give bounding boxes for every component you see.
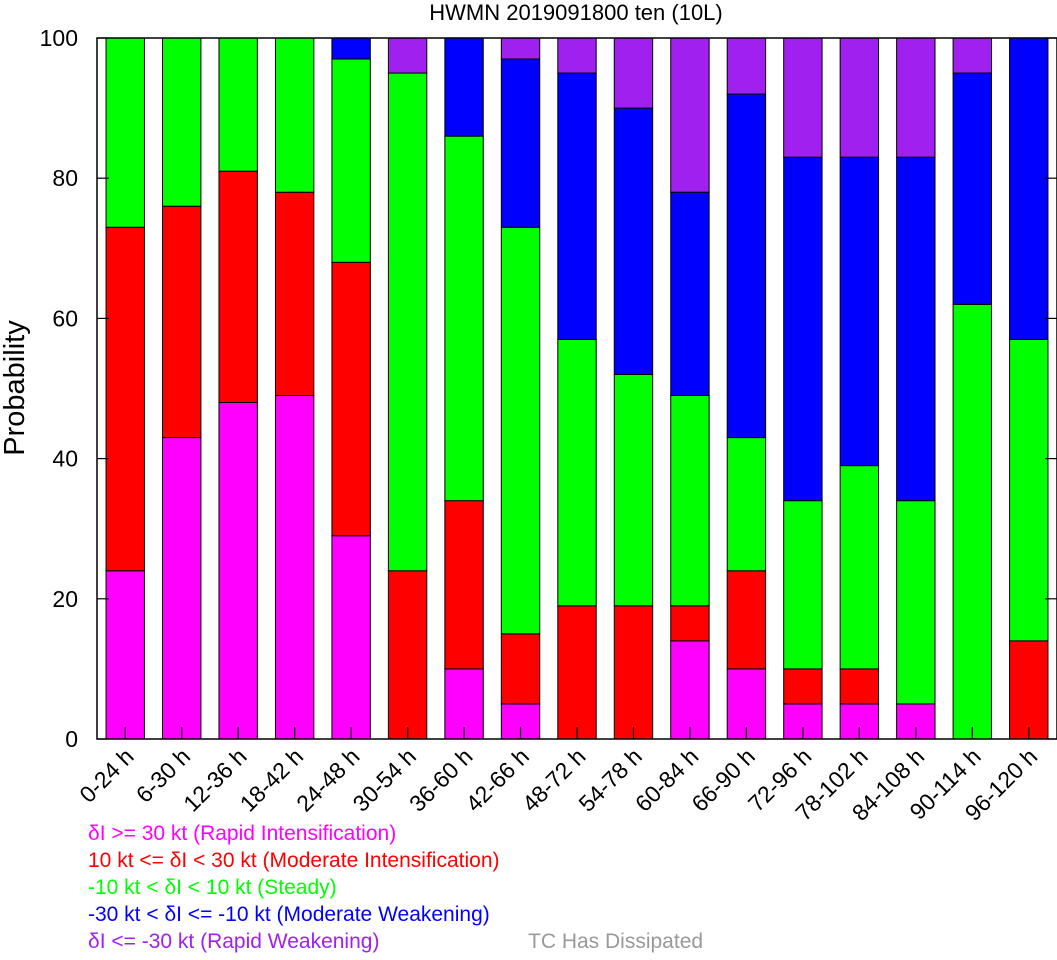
bar-segment-6-3 — [444, 37, 484, 137]
y-tick-label-1: 20 — [52, 586, 78, 612]
bar-segment-14-4 — [896, 37, 936, 158]
bar-segment-3-0 — [274, 395, 315, 740]
bar-segment-10-1 — [670, 605, 710, 642]
bar-segment-11-4 — [726, 37, 767, 95]
bar-segment-8-4 — [557, 37, 597, 74]
bar-segment-11-2 — [726, 437, 767, 572]
y-tick-label-4: 80 — [52, 165, 78, 191]
bar-segment-1-1 — [162, 205, 202, 439]
bar-segment-8-1 — [557, 605, 597, 740]
bar-segment-10-4 — [670, 37, 710, 193]
y-tick-label-2: 40 — [52, 446, 78, 472]
bar-segment-12-2 — [783, 500, 823, 670]
y-axis-label: Probability — [0, 320, 31, 456]
bar-segment-12-3 — [783, 156, 823, 502]
bar-segment-9-1 — [613, 605, 654, 740]
bar-segment-2-1 — [218, 170, 258, 404]
bar-segment-14-2 — [896, 500, 936, 705]
bar-segment-1-2 — [162, 37, 202, 207]
bars-group — [105, 37, 1049, 740]
bar-segment-2-2 — [218, 37, 258, 172]
bar-segment-4-0 — [331, 535, 371, 740]
bar-segment-5-4 — [387, 37, 428, 74]
bar-segment-13-1 — [839, 668, 880, 705]
bar-segment-6-2 — [444, 135, 484, 502]
bar-segment-7-2 — [500, 226, 541, 635]
legend-moderate-intensification: 10 kt <= δI < 30 kt (Moderate Intensific… — [88, 849, 500, 872]
bar-segment-4-2 — [331, 58, 371, 263]
legend-steady: -10 kt < δI < 10 kt (Steady) — [88, 876, 337, 899]
bar-segment-7-4 — [500, 37, 541, 60]
bar-segment-11-1 — [726, 570, 767, 670]
bar-segment-7-1 — [500, 633, 541, 705]
bar-segment-16-3 — [1009, 37, 1049, 340]
bar-segment-12-1 — [783, 668, 823, 705]
bar-segment-3-2 — [274, 37, 315, 193]
x-ticks-group: 0-24 h6-30 h12-36 h18-42 h24-48 h30-54 h… — [74, 727, 1042, 826]
bar-segment-0-2 — [105, 37, 145, 228]
bar-segment-16-1 — [1009, 640, 1049, 740]
bar-segment-5-2 — [387, 72, 428, 572]
bar-segment-9-2 — [613, 373, 654, 607]
bar-segment-3-1 — [274, 191, 315, 397]
bar-segment-1-0 — [162, 437, 202, 740]
bar-segment-13-4 — [839, 37, 880, 158]
bar-segment-2-0 — [218, 402, 258, 740]
bar-segment-16-2 — [1009, 338, 1049, 642]
legend-rapid-intensification: δI >= 30 kt (Rapid Intensification) — [88, 822, 397, 845]
bar-segment-0-0 — [105, 570, 145, 740]
bar-segment-4-3 — [331, 37, 371, 60]
bar-segment-4-1 — [331, 261, 371, 537]
legend-rapid-weakening: δI <= -30 kt (Rapid Weakening) — [88, 930, 380, 953]
x-tick-label-0: 0-24 h — [74, 743, 139, 808]
y-tick-label-0: 0 — [65, 726, 78, 752]
bar-segment-15-2 — [952, 303, 992, 740]
bar-segment-0-1 — [105, 226, 145, 572]
legend-tc-dissipated: TC Has Dissipated — [528, 930, 704, 953]
bar-segment-9-3 — [613, 107, 654, 375]
bar-segment-14-3 — [896, 156, 936, 502]
bar-segment-13-3 — [839, 156, 880, 467]
bar-segment-11-3 — [726, 93, 767, 439]
chart-title: HWMN 2019091800 ten (10L) — [429, 0, 723, 25]
bar-segment-10-3 — [670, 191, 710, 397]
bar-segment-9-4 — [613, 37, 654, 109]
bar-segment-5-1 — [387, 570, 428, 740]
y-tick-label-3: 60 — [52, 305, 78, 331]
bar-segment-8-2 — [557, 338, 597, 607]
y-tick-label-5: 100 — [40, 25, 78, 51]
bar-segment-13-2 — [839, 465, 880, 670]
bar-segment-15-4 — [952, 37, 992, 74]
bar-segment-15-3 — [952, 72, 992, 305]
bar-segment-7-3 — [500, 58, 541, 228]
y-ticks-group: 0 20 40 60 80 100 — [40, 25, 1057, 752]
bar-segment-10-0 — [670, 640, 710, 740]
bar-segment-10-2 — [670, 395, 710, 607]
bar-segment-8-3 — [557, 72, 597, 340]
legend-moderate-weakening: -30 kt < δI <= -10 kt (Moderate Weakenin… — [88, 903, 490, 926]
bar-segment-12-4 — [783, 37, 823, 158]
bar-segment-6-1 — [444, 500, 484, 670]
